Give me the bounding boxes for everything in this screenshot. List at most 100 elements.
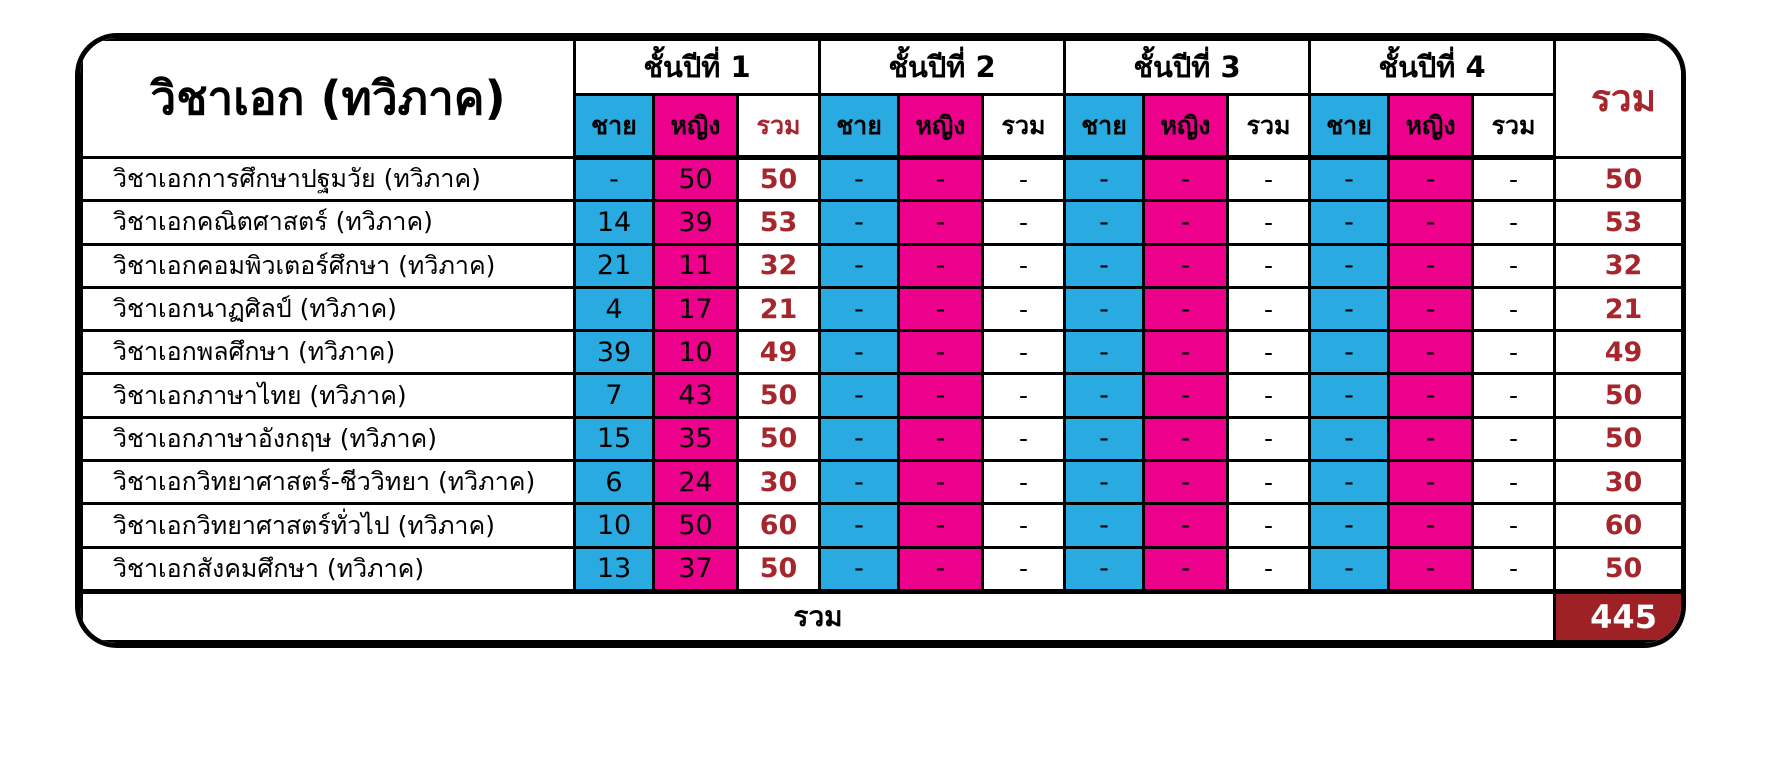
y4-female-cell: - <box>1387 415 1475 463</box>
y4-female-cell: - <box>1387 545 1475 594</box>
y2-male-cell: - <box>818 502 901 549</box>
y2-female-header: หญิง <box>897 93 985 160</box>
table-row: วิชาเอกวิทยาศาสตร์ทั่วไป (ทวิภาค) 10 50 60-… <box>80 502 1681 549</box>
y4-total-cell: - <box>1471 155 1557 203</box>
y1-female-cell: 37 <box>652 545 739 594</box>
y2-total-cell: - <box>981 199 1067 246</box>
y4-female-cell: - <box>1387 459 1475 506</box>
y3-total-cell: - <box>1226 459 1312 506</box>
y4-male-cell: - <box>1308 242 1391 289</box>
y1-male-cell: 21 <box>573 242 655 289</box>
y1-total-cell: 49 <box>735 329 822 376</box>
y3-female-cell: - <box>1142 199 1230 246</box>
y4-male-cell: - <box>1308 372 1391 419</box>
y1-male-cell: 6 <box>573 459 655 506</box>
y4-male-cell: - <box>1308 459 1391 506</box>
y2-female-cell: - <box>897 415 985 463</box>
row-grand-total-cell: 50 <box>1553 415 1681 463</box>
y1-total-cell: 30 <box>735 459 822 506</box>
y3-female-cell: - <box>1142 502 1230 549</box>
row-grand-total-cell: 21 <box>1553 285 1681 333</box>
y1-male-cell: - <box>573 155 655 203</box>
y3-total-cell: - <box>1226 502 1312 549</box>
y1-total-cell: 50 <box>735 372 822 419</box>
major-name-cell: วิชาเอกพลศึกษา (ทวิภาค) <box>80 329 576 376</box>
y1-total-cell: 60 <box>735 502 822 549</box>
y4-total-cell: - <box>1471 459 1557 506</box>
year-2-header: ชั้นปีที่ 2 <box>818 38 1067 96</box>
y2-male-cell: - <box>818 372 901 419</box>
enrollment-table-frame: วิชาเอก (ทวิภาค) ชั้นปีที่ 1 ชั้นปีที่ 2… <box>75 33 1686 648</box>
y1-female-cell: 11 <box>652 242 739 289</box>
row-grand-total-cell: 32 <box>1553 242 1681 289</box>
y1-female-cell: 50 <box>652 502 739 549</box>
y4-total-cell: - <box>1471 545 1557 594</box>
year-1-header: ชั้นปีที่ 1 <box>572 38 822 96</box>
y2-total-cell: - <box>981 545 1067 594</box>
major-name-cell: วิชาเอกคอมพิวเตอร์ศึกษา (ทวิภาค) <box>80 242 576 289</box>
y2-male-cell: - <box>818 199 901 246</box>
y4-female-cell: - <box>1387 199 1475 246</box>
y2-total-cell: - <box>981 285 1067 333</box>
y3-total-header: รวม <box>1226 93 1312 160</box>
y3-male-cell: - <box>1063 502 1146 549</box>
y1-female-cell: 39 <box>652 199 739 246</box>
year-4-header: ชั้นปีที่ 4 <box>1308 38 1557 96</box>
y1-total-cell: 50 <box>735 155 822 203</box>
table-row: วิชาเอกคณิตศาสตร์ (ทวิภาค) 14 39 53- - - - - - - -… <box>80 199 1681 246</box>
table-body: วิชาเอกการศึกษาปฐมวัย (ทวิภาค) -50 50- - - - -… <box>80 155 1681 594</box>
table-row: วิชาเอกนาฏศิลป์ (ทวิภาค) 4 17 21- - - - - - - - -21 <box>80 285 1681 333</box>
y3-female-cell: - <box>1142 242 1230 289</box>
y4-female-cell: - <box>1387 502 1475 549</box>
y4-female-cell: - <box>1387 285 1475 333</box>
y4-total-cell: - <box>1471 242 1557 289</box>
y1-female-cell: 10 <box>652 329 739 376</box>
table-row: วิชาเอกวิทยาศาสตร์-ชีววิทยา (ทวิภาค) 6 24 3… <box>80 459 1681 506</box>
y3-female-cell: - <box>1142 285 1230 333</box>
y3-female-cell: - <box>1142 415 1230 463</box>
y3-female-cell: - <box>1142 459 1230 506</box>
y3-male-cell: - <box>1063 545 1146 594</box>
major-name-cell: วิชาเอกภาษาไทย (ทวิภาค) <box>80 372 576 419</box>
y2-female-cell: - <box>897 545 985 594</box>
y1-total-cell: 32 <box>735 242 822 289</box>
y2-male-cell: - <box>818 459 901 506</box>
y4-total-cell: - <box>1471 329 1557 376</box>
major-name-cell: วิชาเอกวิทยาศาสตร์ทั่วไป (ทวิภาค) <box>80 502 576 549</box>
y3-female-cell: - <box>1142 155 1230 203</box>
y3-female-cell: - <box>1142 372 1230 419</box>
y1-female-cell: 43 <box>652 372 739 419</box>
y3-total-cell: - <box>1226 155 1312 203</box>
y1-male-cell: 7 <box>573 372 655 419</box>
major-column-header: วิชาเอก (ทวิภาค) <box>80 38 576 159</box>
y2-total-cell: - <box>981 415 1067 463</box>
y4-male-cell: - <box>1308 415 1391 463</box>
y2-female-cell: - <box>897 285 985 333</box>
y4-total-cell: - <box>1471 372 1557 419</box>
y4-female-cell: - <box>1387 242 1475 289</box>
y2-female-cell: - <box>897 459 985 506</box>
y3-male-header: ชาย <box>1063 93 1146 160</box>
row-grand-total-cell: 60 <box>1553 502 1681 549</box>
y4-female-cell: - <box>1387 155 1475 203</box>
y1-total-header: รวม <box>735 93 822 160</box>
y1-total-cell: 50 <box>735 415 822 463</box>
enrollment-table: วิชาเอก (ทวิภาค) ชั้นปีที่ 1 ชั้นปีที่ 2… <box>80 38 1681 643</box>
y3-total-cell: - <box>1226 545 1312 594</box>
y4-female-cell: - <box>1387 329 1475 376</box>
year-header-row: วิชาเอก (ทวิภาค) ชั้นปีที่ 1 ชั้นปีที่ 2… <box>80 38 1681 159</box>
y2-total-cell: - <box>981 459 1067 506</box>
y2-male-cell: - <box>818 242 901 289</box>
y2-male-cell: - <box>818 155 901 203</box>
table-row: วิชาเอกพลศึกษา (ทวิภาค) 39 10 49- - - - - - - - -49 <box>80 329 1681 376</box>
y3-male-cell: - <box>1063 415 1146 463</box>
y1-total-cell: 21 <box>735 285 822 333</box>
y3-total-cell: - <box>1226 242 1312 289</box>
y2-female-cell: - <box>897 329 985 376</box>
y3-female-cell: - <box>1142 545 1230 594</box>
y2-female-cell: - <box>897 502 985 549</box>
y1-total-cell: 53 <box>735 199 822 246</box>
row-grand-total-cell: 30 <box>1553 459 1681 506</box>
table-header: วิชาเอก (ทวิภาค) ชั้นปีที่ 1 ชั้นปีที่ 2… <box>80 38 1681 160</box>
y1-male-cell: 15 <box>573 415 655 463</box>
